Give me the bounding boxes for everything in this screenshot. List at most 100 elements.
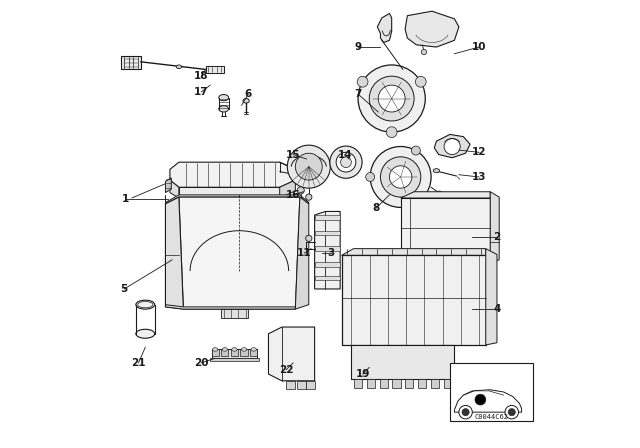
- Polygon shape: [445, 255, 490, 262]
- Polygon shape: [179, 197, 300, 309]
- Circle shape: [412, 199, 420, 208]
- Text: 5: 5: [120, 284, 128, 294]
- Text: 11: 11: [297, 248, 312, 258]
- Polygon shape: [269, 327, 315, 381]
- Polygon shape: [401, 198, 490, 262]
- Circle shape: [370, 146, 431, 207]
- Text: 1: 1: [122, 194, 129, 204]
- Polygon shape: [401, 192, 490, 198]
- Text: 19: 19: [355, 369, 370, 379]
- Polygon shape: [418, 379, 426, 388]
- Polygon shape: [354, 379, 362, 388]
- Circle shape: [287, 145, 330, 188]
- Text: 13: 13: [472, 172, 486, 182]
- Polygon shape: [454, 390, 522, 412]
- Polygon shape: [241, 349, 248, 356]
- Text: 4: 4: [493, 304, 500, 314]
- Polygon shape: [306, 381, 315, 389]
- Polygon shape: [231, 349, 238, 356]
- Circle shape: [330, 146, 362, 178]
- Polygon shape: [315, 246, 340, 251]
- Circle shape: [415, 76, 426, 87]
- Polygon shape: [380, 379, 388, 388]
- Ellipse shape: [243, 99, 249, 103]
- Ellipse shape: [436, 191, 442, 194]
- Text: 3: 3: [328, 248, 335, 258]
- Ellipse shape: [219, 95, 228, 101]
- Circle shape: [421, 49, 427, 55]
- Text: 16: 16: [286, 190, 300, 200]
- Text: 20: 20: [194, 358, 209, 368]
- Polygon shape: [170, 180, 179, 198]
- Circle shape: [357, 76, 368, 87]
- Circle shape: [444, 138, 460, 155]
- Circle shape: [365, 172, 374, 181]
- Circle shape: [462, 409, 469, 416]
- Text: 21: 21: [131, 358, 146, 368]
- Circle shape: [336, 152, 356, 172]
- Text: 18: 18: [194, 71, 209, 81]
- Polygon shape: [315, 276, 340, 280]
- Ellipse shape: [222, 348, 227, 351]
- Circle shape: [369, 76, 414, 121]
- Polygon shape: [342, 255, 486, 345]
- Polygon shape: [210, 358, 259, 361]
- Circle shape: [358, 65, 425, 132]
- Circle shape: [340, 157, 351, 168]
- Polygon shape: [205, 66, 223, 73]
- Polygon shape: [490, 192, 499, 262]
- Polygon shape: [405, 11, 459, 47]
- Ellipse shape: [251, 348, 257, 351]
- Polygon shape: [435, 134, 470, 158]
- Polygon shape: [212, 349, 257, 358]
- Circle shape: [297, 187, 305, 194]
- Text: 9: 9: [355, 42, 362, 52]
- Text: C0044C62: C0044C62: [474, 414, 508, 420]
- Polygon shape: [450, 363, 532, 421]
- Polygon shape: [486, 249, 497, 345]
- Ellipse shape: [176, 65, 182, 69]
- Polygon shape: [170, 162, 296, 187]
- Polygon shape: [342, 249, 486, 255]
- Polygon shape: [405, 379, 413, 388]
- Polygon shape: [392, 379, 401, 388]
- Polygon shape: [165, 178, 172, 193]
- Polygon shape: [221, 349, 228, 356]
- Polygon shape: [315, 231, 340, 235]
- Text: 8: 8: [372, 203, 380, 213]
- Polygon shape: [431, 379, 439, 388]
- Ellipse shape: [232, 348, 237, 351]
- Polygon shape: [165, 197, 183, 309]
- Circle shape: [459, 405, 472, 419]
- Circle shape: [380, 157, 421, 197]
- Circle shape: [475, 394, 486, 405]
- Polygon shape: [120, 56, 141, 69]
- Text: 6: 6: [244, 89, 252, 99]
- Text: 15: 15: [286, 150, 300, 159]
- Ellipse shape: [219, 106, 228, 112]
- Text: 12: 12: [472, 147, 486, 157]
- Polygon shape: [296, 197, 308, 309]
- Circle shape: [306, 194, 312, 200]
- Text: 17: 17: [194, 87, 209, 97]
- Circle shape: [387, 127, 397, 138]
- Polygon shape: [315, 262, 340, 267]
- Ellipse shape: [241, 348, 247, 351]
- Polygon shape: [165, 305, 296, 309]
- Text: 7: 7: [355, 89, 362, 99]
- Circle shape: [295, 153, 323, 180]
- Polygon shape: [212, 349, 219, 356]
- Circle shape: [505, 405, 518, 419]
- Circle shape: [389, 166, 412, 188]
- Circle shape: [306, 235, 312, 241]
- Ellipse shape: [136, 300, 155, 309]
- Polygon shape: [250, 349, 257, 356]
- Ellipse shape: [433, 168, 440, 173]
- Polygon shape: [287, 381, 296, 389]
- Circle shape: [412, 146, 420, 155]
- Polygon shape: [444, 379, 452, 388]
- Polygon shape: [221, 309, 248, 318]
- Polygon shape: [315, 215, 340, 220]
- Polygon shape: [165, 195, 308, 204]
- Circle shape: [508, 409, 515, 416]
